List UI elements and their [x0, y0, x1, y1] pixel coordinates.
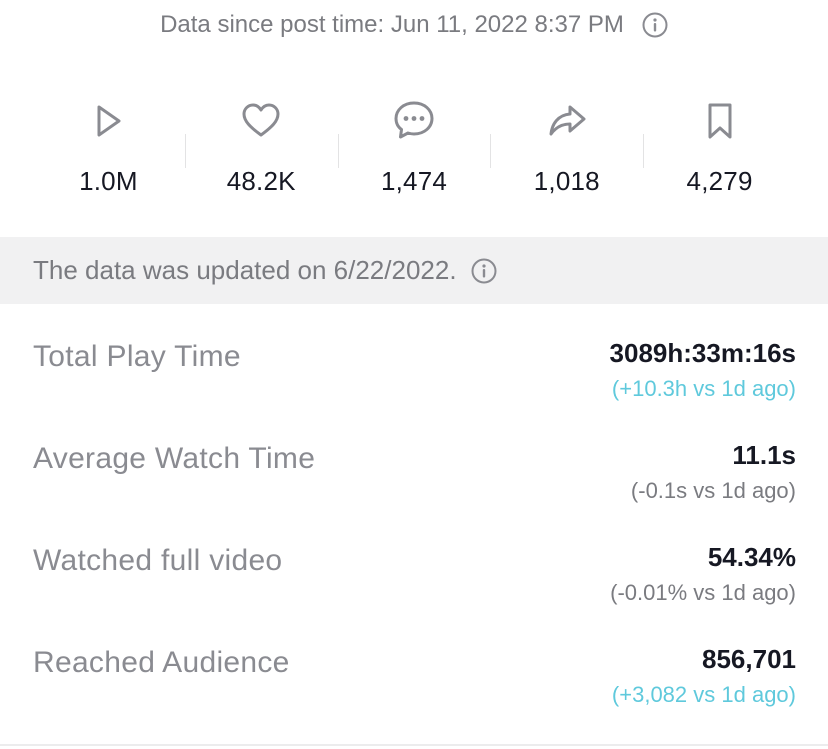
- engagement-stats: 1.0M 48.2K 1,474 1,018 4,279: [32, 98, 796, 208]
- stat-shares-value: 1,018: [533, 166, 600, 196]
- data-updated-text: The data was updated on 6/22/2022.: [33, 255, 457, 285]
- metric-value: 11.1s: [732, 440, 796, 470]
- metric-label: Average Watch Time: [33, 442, 316, 475]
- heart-icon: [242, 103, 280, 137]
- metric-value: 54.34%: [707, 542, 796, 572]
- metric-label: Reached Audience: [33, 646, 290, 679]
- stat-comments: 1,474: [337, 98, 491, 208]
- data-updated-bar: The data was updated on 6/22/2022.: [0, 237, 828, 304]
- metric-delta: (+3,082 vs 1d ago): [611, 682, 796, 707]
- metric-label: Watched full video: [33, 544, 283, 577]
- metric-value: 856,701: [702, 644, 796, 674]
- metrics-list: Total Play Time 3089h:33m:16s (+10.3h vs…: [33, 304, 796, 712]
- info-circle-icon[interactable]: [642, 12, 668, 38]
- stat-views-value: 1.0M: [79, 166, 138, 196]
- stat-views: 1.0M: [32, 98, 185, 208]
- stat-shares: 1,018: [490, 98, 643, 208]
- stat-likes: 48.2K: [184, 98, 338, 208]
- bottom-divider: [0, 744, 828, 746]
- stat-saves-value: 4,279: [686, 166, 753, 196]
- data-since-text: Data since post time: Jun 11, 2022 8:37 …: [160, 11, 624, 38]
- metric-delta: (-0.01% vs 1d ago): [610, 580, 796, 605]
- play-icon: [97, 105, 121, 137]
- share-icon: [549, 105, 586, 136]
- metric-delta: (-0.1s vs 1d ago): [630, 478, 796, 503]
- stat-comments-value: 1,474: [380, 166, 448, 196]
- info-circle-icon[interactable]: [471, 258, 497, 284]
- metric-watched-full-video: Watched full video 54.34% (-0.01% vs 1d …: [33, 508, 796, 610]
- comment-icon: [394, 101, 434, 139]
- data-since-row: Data since post time: Jun 11, 2022 8:37 …: [0, 0, 828, 50]
- metric-reached-audience: Reached Audience 856,701 (+3,082 vs 1d a…: [33, 610, 796, 712]
- metric-average-watch-time: Average Watch Time 11.1s (-0.1s vs 1d ag…: [33, 406, 796, 508]
- stat-likes-value: 48.2K: [226, 166, 296, 196]
- stat-saves: 4,279: [643, 98, 796, 208]
- metric-delta: (+10.3h vs 1d ago): [611, 376, 796, 401]
- metric-label: Total Play Time: [33, 340, 241, 373]
- metric-value: 3089h:33m:16s: [609, 338, 796, 368]
- bookmark-icon: [708, 103, 732, 139]
- metric-total-play-time: Total Play Time 3089h:33m:16s (+10.3h vs…: [33, 304, 796, 406]
